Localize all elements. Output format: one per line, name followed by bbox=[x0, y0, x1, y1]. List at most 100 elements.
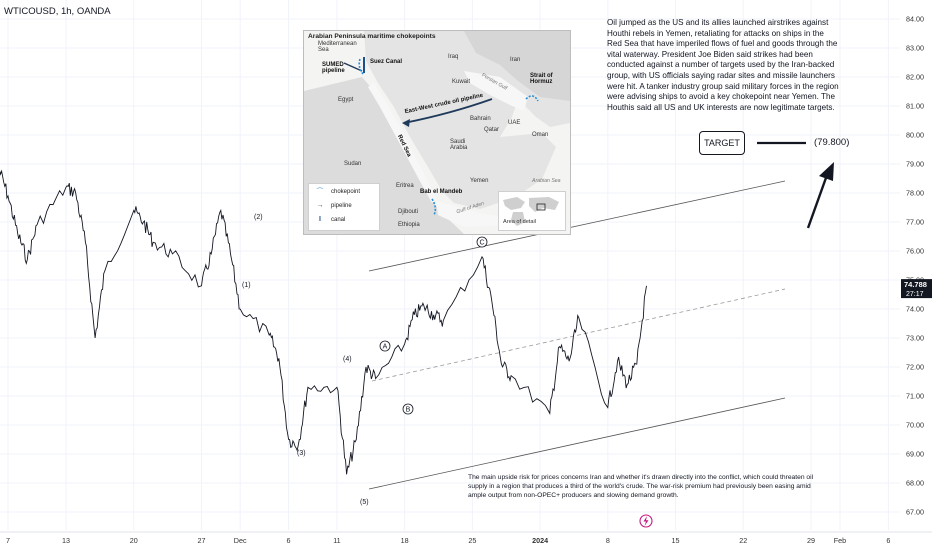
lightning-icon bbox=[643, 516, 649, 526]
map-label-saudi: Saudi Arabia bbox=[450, 139, 468, 151]
legend-pipeline: → pipeline bbox=[313, 202, 352, 209]
chokepoints-map: Arabian Peninsula maritime chokepoints M… bbox=[303, 30, 571, 235]
map-label-ethiopia: Ethiopia bbox=[398, 222, 420, 228]
legend-chokepoint-label: chokepoint bbox=[331, 189, 361, 195]
channel-upper-line[interactable] bbox=[368, 180, 786, 272]
price-tick-label: 83.00 bbox=[906, 44, 924, 53]
price-axis[interactable]: 84.00 83.00 82.00 81.00 80.00 79.00 78.00 77.00… bbox=[906, 15, 924, 517]
map-label-sumed: SUMED pipeline bbox=[322, 62, 345, 74]
map-label-kuwait: Kuwait bbox=[452, 79, 471, 85]
canal-icon: I bbox=[319, 216, 321, 223]
time-tick-label: 6 bbox=[886, 536, 890, 545]
map-label-suez: Suez Canal bbox=[370, 59, 403, 65]
bottom-annotation: The main upside risk for prices concerns… bbox=[468, 474, 814, 499]
map-label-hormuz: Strait of Hormuz bbox=[530, 73, 553, 85]
price-tick-label: 80.00 bbox=[906, 131, 924, 140]
time-tick-label: 11 bbox=[333, 536, 340, 545]
time-tick-label: Dec bbox=[234, 536, 247, 545]
price-tick-label: 82.00 bbox=[906, 73, 924, 82]
map-label-qatar: Qatar bbox=[484, 127, 500, 133]
time-tick-label: 8 bbox=[606, 536, 610, 545]
map-inset: Area of detail bbox=[498, 191, 566, 231]
wave-label-a-circle bbox=[379, 340, 391, 352]
time-tick-label: 2024 bbox=[532, 536, 548, 545]
map-red-sea bbox=[368, 83, 436, 203]
symbol-title[interactable]: WTICOUSD, 1h, OANDA bbox=[4, 6, 111, 17]
map-label-uae: UAE bbox=[508, 120, 521, 126]
channel-mid-line[interactable] bbox=[371, 288, 786, 382]
time-tick-label: 6 bbox=[287, 536, 291, 545]
map-east-west-pipeline bbox=[403, 98, 493, 124]
map-mandeb-chokepoint bbox=[431, 198, 437, 216]
price-tick-label: 78.00 bbox=[906, 189, 924, 198]
map-label-yemen: Yemen bbox=[470, 178, 489, 184]
chart-grid bbox=[0, 0, 900, 530]
time-tick-label: 13 bbox=[62, 536, 70, 545]
map-label-mandeb: Bab el Mandeb bbox=[420, 189, 463, 195]
target-arrow-shaft bbox=[806, 174, 829, 229]
price-tick-label: 79.00 bbox=[906, 160, 924, 169]
map-hormuz-chokepoint bbox=[525, 95, 539, 102]
price-tick-label: 68.00 bbox=[906, 479, 924, 488]
current-price-label: 74.788 bbox=[904, 280, 927, 289]
chokepoint-icon: ⁀ bbox=[317, 189, 323, 196]
map-label-sudan: Sudan bbox=[344, 161, 362, 167]
wave-label-b-circle bbox=[402, 403, 414, 415]
map-label-mediterranean: Mediterranean Sea bbox=[318, 41, 357, 53]
map-suez-chokepoint bbox=[358, 58, 365, 76]
map-label-arabian-sea: Arabian Sea bbox=[532, 178, 561, 184]
map-label-iran: Iran bbox=[510, 57, 521, 63]
map-label-area-of-detail: Area of detail bbox=[503, 219, 536, 225]
time-tick-label: Feb bbox=[834, 536, 846, 545]
map-label-egypt: Egypt bbox=[338, 97, 354, 103]
map-pipeline-arrowhead bbox=[402, 119, 410, 127]
price-tick-label: 72.00 bbox=[906, 363, 924, 372]
price-tick-label: 69.00 bbox=[906, 450, 924, 459]
price-tick-label: 70.00 bbox=[906, 421, 924, 430]
legend-pipeline-label: pipeline bbox=[331, 202, 352, 209]
map-gulf-aden bbox=[436, 201, 504, 227]
time-tick-label: 18 bbox=[401, 536, 409, 545]
wave-label-5: (5) bbox=[360, 499, 369, 506]
wave-label-c-circle bbox=[476, 236, 488, 248]
current-price-badge[interactable] bbox=[901, 279, 932, 299]
legend-canal-label: canal bbox=[331, 216, 346, 223]
legend-chokepoint: ⁀ chokepoint bbox=[313, 188, 360, 196]
wave-label-3: (3) bbox=[297, 450, 306, 457]
wave-label-2: (2) bbox=[254, 214, 263, 221]
channel-lower-line[interactable] bbox=[368, 397, 786, 490]
time-tick-label: 27 bbox=[197, 536, 205, 545]
target-label-box[interactable]: TARGET bbox=[699, 131, 745, 155]
map-legend: ⁀ chokepoint → pipeline I canal bbox=[308, 183, 380, 231]
target-value: (79.800) bbox=[814, 137, 850, 148]
map-label-bahrain: Bahrain bbox=[470, 116, 491, 122]
map-label-eritrea: Eritrea bbox=[396, 183, 414, 189]
time-tick-label: 15 bbox=[672, 536, 680, 545]
wave-label-b: B bbox=[406, 407, 411, 414]
map-label-iraq: Iraq bbox=[448, 54, 459, 60]
price-tick-label: 67.00 bbox=[906, 508, 924, 517]
inset-world-map bbox=[503, 197, 559, 226]
time-tick-label: 20 bbox=[130, 536, 138, 545]
target-arrow-head bbox=[819, 162, 834, 181]
time-axis[interactable]: 7 13 20 27 Dec 6 11 18 25 2024 8 15 22 29 Feb 6 bbox=[0, 531, 932, 545]
map-label-oman: Oman bbox=[532, 132, 549, 138]
pipeline-arrow-icon: → bbox=[316, 202, 324, 209]
legend-canal: I canal bbox=[313, 216, 345, 223]
wave-label-c: C bbox=[479, 240, 484, 247]
price-tick-label: 73.00 bbox=[906, 334, 924, 343]
price-tick-label: 77.00 bbox=[906, 218, 924, 227]
countdown-label: 27:17 bbox=[906, 291, 924, 298]
price-tick-label: 71.00 bbox=[906, 392, 924, 401]
price-tick-label: 84.00 bbox=[906, 15, 924, 24]
time-tick-label: 7 bbox=[6, 536, 10, 545]
map-sumed-pipeline bbox=[343, 62, 363, 72]
wave-label-a: A bbox=[383, 344, 388, 351]
wave-label-4: (4) bbox=[343, 356, 352, 363]
price-tick-label: 81.00 bbox=[906, 102, 924, 111]
price-tick-label: 76.00 bbox=[906, 247, 924, 256]
map-persian-gulf bbox=[464, 71, 528, 111]
price-tick-label: 74.00 bbox=[906, 305, 924, 314]
time-tick-label: 29 bbox=[807, 536, 815, 545]
